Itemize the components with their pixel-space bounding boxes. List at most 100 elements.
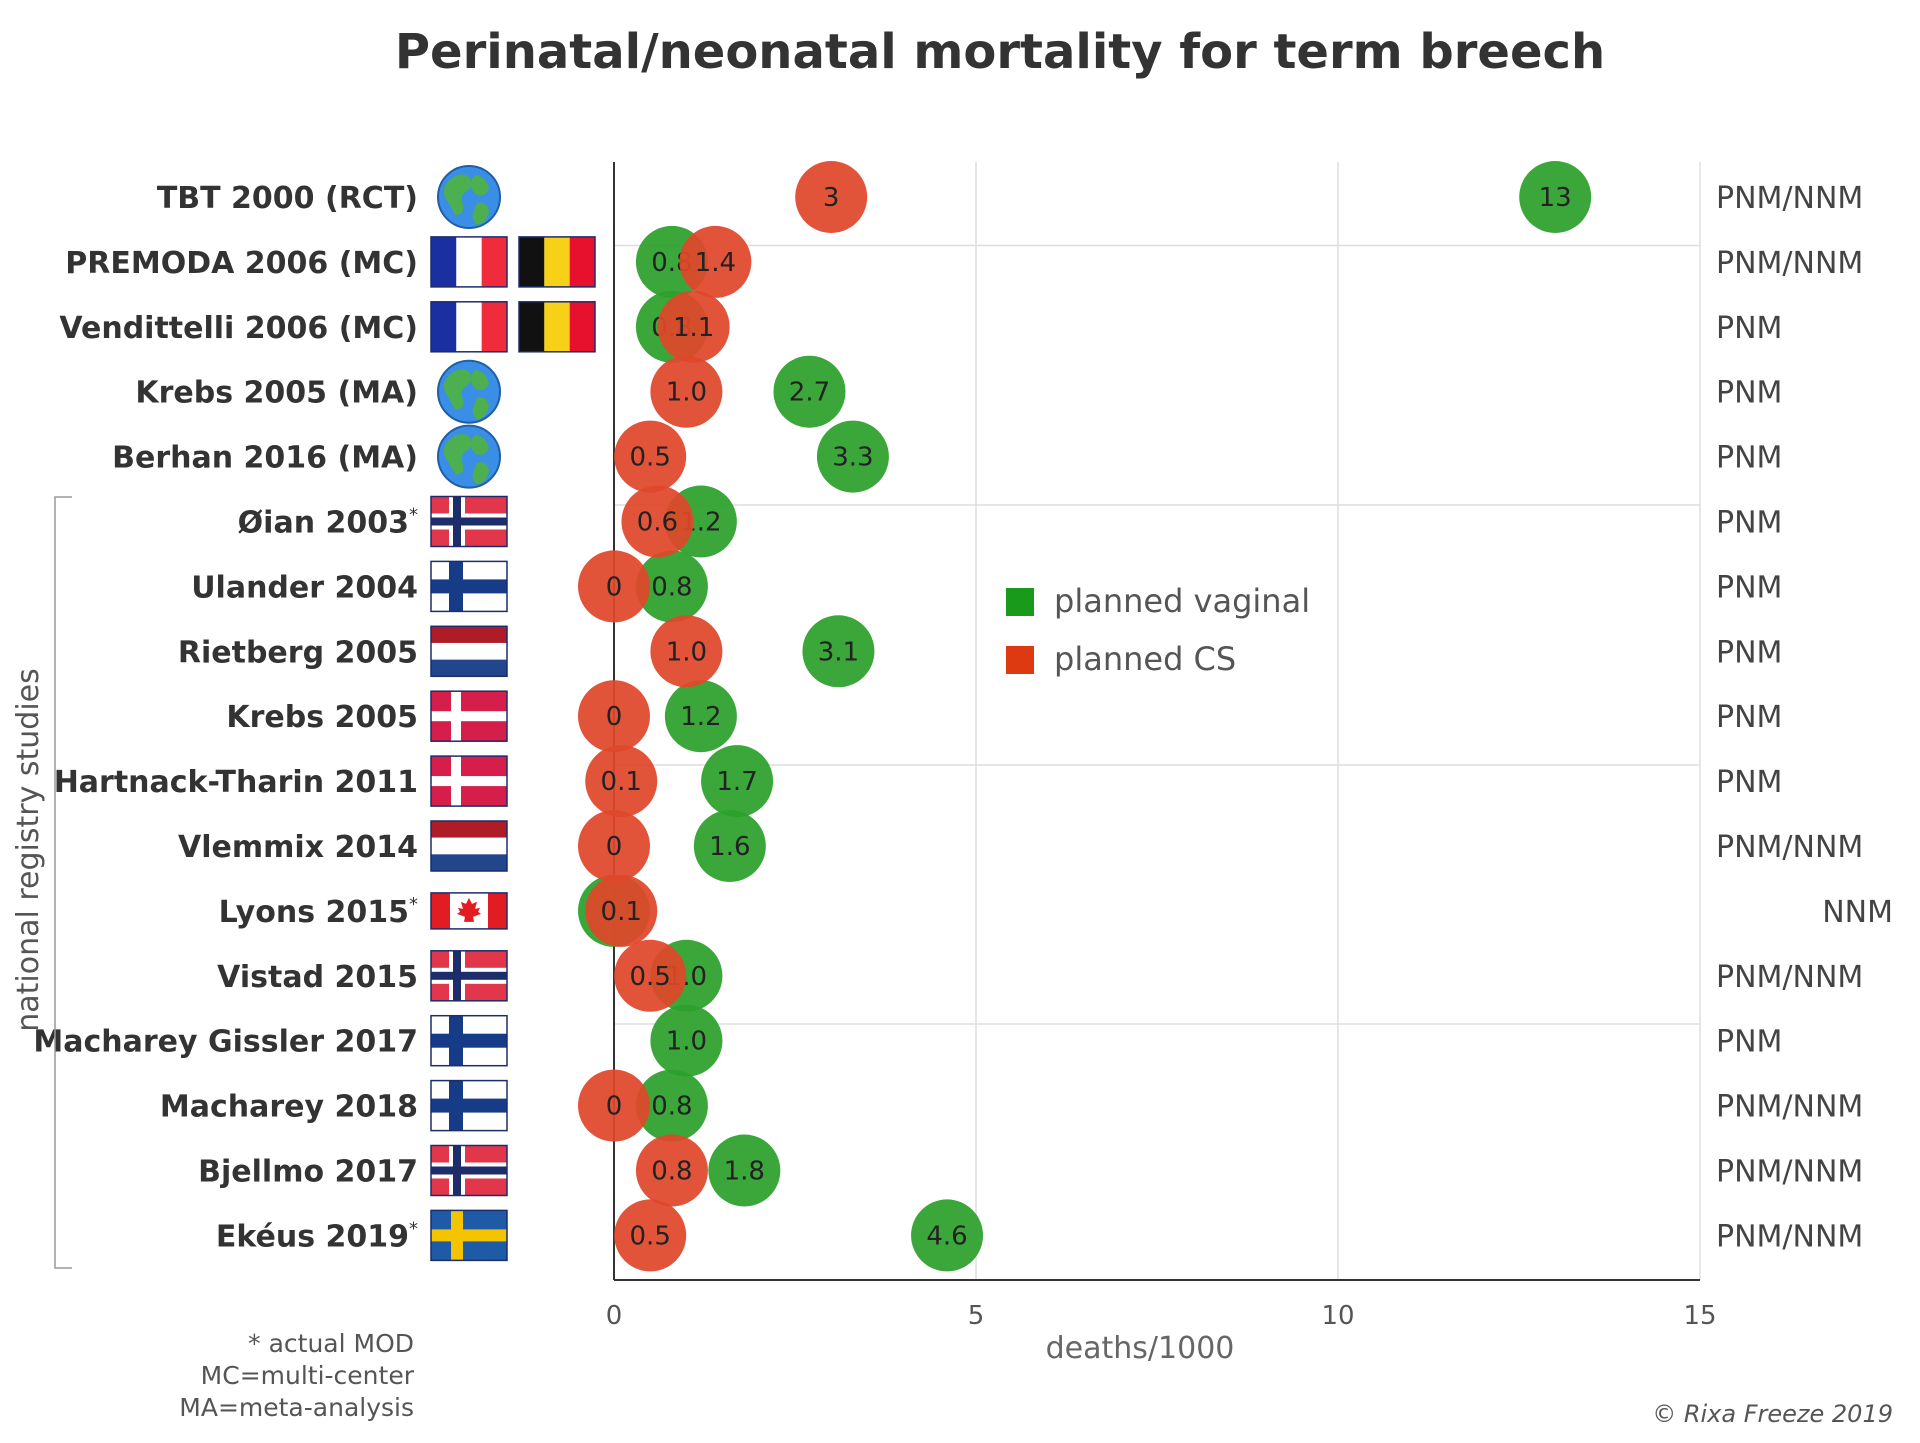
planned-cs-point: 0 (578, 680, 650, 753)
planned-vaginal-point-value-label: 1.7 (716, 767, 757, 797)
outcome-label: PNM/NNM (1716, 1090, 1863, 1125)
outcome-label: PNM (1716, 635, 1782, 670)
planned-cs-point-circle (621, 485, 694, 558)
study-label: Øian 2003* (238, 505, 418, 541)
planned-vaginal-point: 1.7 (701, 745, 774, 818)
france-flag-icon (430, 301, 508, 353)
planned-cs-point-value-label: 0.5 (630, 443, 671, 473)
study-label: Lyons 2015* (219, 894, 418, 930)
group-label: national registry studies (11, 668, 46, 1032)
asterisk-mark: * (409, 505, 418, 526)
planned-vaginal-point-value-label: 1.8 (724, 1157, 765, 1187)
norway-flag-icon (430, 1144, 508, 1197)
planned-cs-point-circle (614, 420, 687, 493)
planned-vaginal-point: 3.1 (802, 615, 875, 688)
planned-vaginal-point-circle (1519, 161, 1592, 233)
planned-cs-point-value-label: 1.0 (666, 378, 707, 408)
planned-vaginal-point-circle (816, 420, 889, 493)
planned-vaginal-point: 1.8 (708, 1134, 781, 1207)
study-label: Berhan 2016 (MA) (112, 441, 418, 476)
legend-item: planned vaginal (1006, 582, 1310, 620)
planned-vaginal-point-value-label: 3.3 (832, 443, 873, 473)
planned-cs-point-value-label: 0 (606, 572, 623, 602)
planned-cs-point-value-label: 0.5 (630, 962, 671, 992)
study-label: Vistad 2015 (217, 960, 418, 995)
planned-vaginal-point-circle (708, 1134, 781, 1207)
globe-icon (437, 359, 501, 424)
study-row: Øian 2003* PNM (238, 495, 1782, 548)
planned-cs-point-circle (795, 161, 868, 233)
planned-cs-point-circle (650, 355, 723, 428)
planned-vaginal-point: 0.8 (635, 1069, 708, 1142)
planned-cs-point-value-label: 1.4 (695, 248, 736, 278)
footnote-line: MC=multi-center (201, 1361, 415, 1390)
planned-cs-point: 0.5 (614, 420, 687, 493)
globe-icon (437, 165, 501, 229)
legend-label: planned CS (1054, 640, 1236, 678)
outcome-label: PNM/NNM (1716, 181, 1863, 216)
study-label: Macharey 2018 (160, 1090, 418, 1125)
netherlands-flag-icon (430, 820, 508, 872)
planned-cs-point-circle (650, 615, 723, 688)
study-row: PREMODA 2006 (MC) PNM/NNM (65, 236, 1863, 288)
finland-flag-icon (430, 1014, 508, 1067)
planned-cs-point: 1.0 (650, 615, 723, 688)
study-row: Krebs 2005 (MA) PNM (135, 359, 1782, 424)
planned-vaginal-point-circle (773, 355, 846, 428)
planned-vaginal-point: 4.6 (911, 1199, 984, 1272)
chart-title: Perinatal/neonatal mortality for term br… (395, 24, 1605, 80)
planned-vaginal-point-value-label: 0.8 (651, 1092, 692, 1122)
study-row: Ulander 2004 PNM (191, 560, 1782, 613)
planned-vaginal-point-value-label: 13 (1539, 183, 1572, 213)
planned-cs-point: 0.1 (585, 874, 658, 947)
planned-vaginal-point-value-label: 1.6 (709, 832, 750, 862)
study-label: Ulander 2004 (191, 570, 418, 605)
planned-vaginal-point: 1.0 (650, 1004, 723, 1077)
planned-cs-point-circle (657, 290, 730, 363)
planned-cs-point-value-label: 0 (606, 702, 623, 732)
study-row: Lyons 2015* NNM (219, 892, 1893, 930)
study-row: Ekéus 2019* PNM/NNM (216, 1209, 1863, 1262)
study-label: Hartnack-Tharin 2011 (54, 765, 418, 800)
study-row: Krebs 2005 PNM (226, 690, 1782, 742)
outcome-label: PNM/NNM (1716, 1219, 1863, 1254)
planned-cs-point-circle (614, 1199, 687, 1272)
planned-vaginal-point-value-label: 1.0 (666, 1027, 707, 1057)
study-row: Rietberg 2005 PNM (178, 625, 1782, 678)
planned-cs-point: 3 (795, 161, 868, 233)
planned-cs-point: 0.1 (585, 745, 658, 818)
denmark-flag-icon (430, 755, 508, 807)
planned-cs-point: 0 (578, 1069, 650, 1142)
belgium-flag-icon (518, 236, 596, 288)
planned-vaginal-point-circle (635, 550, 708, 623)
planned-cs-point-value-label: 0.6 (637, 508, 678, 538)
planned-cs-point-value-label: 0.5 (630, 1221, 671, 1251)
study-label: Ekéus 2019* (216, 1218, 418, 1254)
study-label: Vlemmix 2014 (178, 830, 418, 865)
credit: © Rixa Freeze 2019 (1652, 1400, 1893, 1428)
footnote-line: * actual MOD (248, 1329, 414, 1358)
planned-cs-point-value-label: 1.1 (673, 313, 714, 343)
france-flag-icon (430, 236, 508, 288)
grid (614, 162, 1701, 1280)
planned-cs-point-circle (578, 680, 650, 753)
planned-cs-point-value-label: 0.1 (601, 897, 642, 927)
planned-vaginal-point: 13 (1519, 161, 1592, 233)
planned-cs-point-value-label: 0 (606, 1092, 623, 1122)
planned-vaginal-point: 1.6 (693, 810, 766, 882)
finland-flag-icon (430, 1079, 508, 1132)
x-tick-label: 10 (1321, 1301, 1354, 1331)
x-axis-label: deaths/1000 (1046, 1331, 1235, 1366)
planned-vaginal-point-circle (693, 810, 766, 882)
canada-flag-icon (430, 892, 508, 930)
outcome-label: PNM (1716, 570, 1782, 605)
planned-vaginal-point: 3.3 (816, 420, 889, 493)
planned-cs-point-value-label: 0 (606, 832, 623, 862)
footnote-line: MA=meta-analysis (179, 1393, 414, 1422)
axes: 0 5 10 15 (606, 162, 1717, 1331)
study-row: Hartnack-Tharin 2011 PNM (54, 755, 1782, 807)
planned-vaginal-point-circle (664, 680, 737, 753)
outcome-label: PNM/NNM (1716, 1155, 1863, 1190)
study-label: PREMODA 2006 (MC) (65, 246, 418, 281)
study-label: Krebs 2005 (MA) (135, 376, 418, 411)
